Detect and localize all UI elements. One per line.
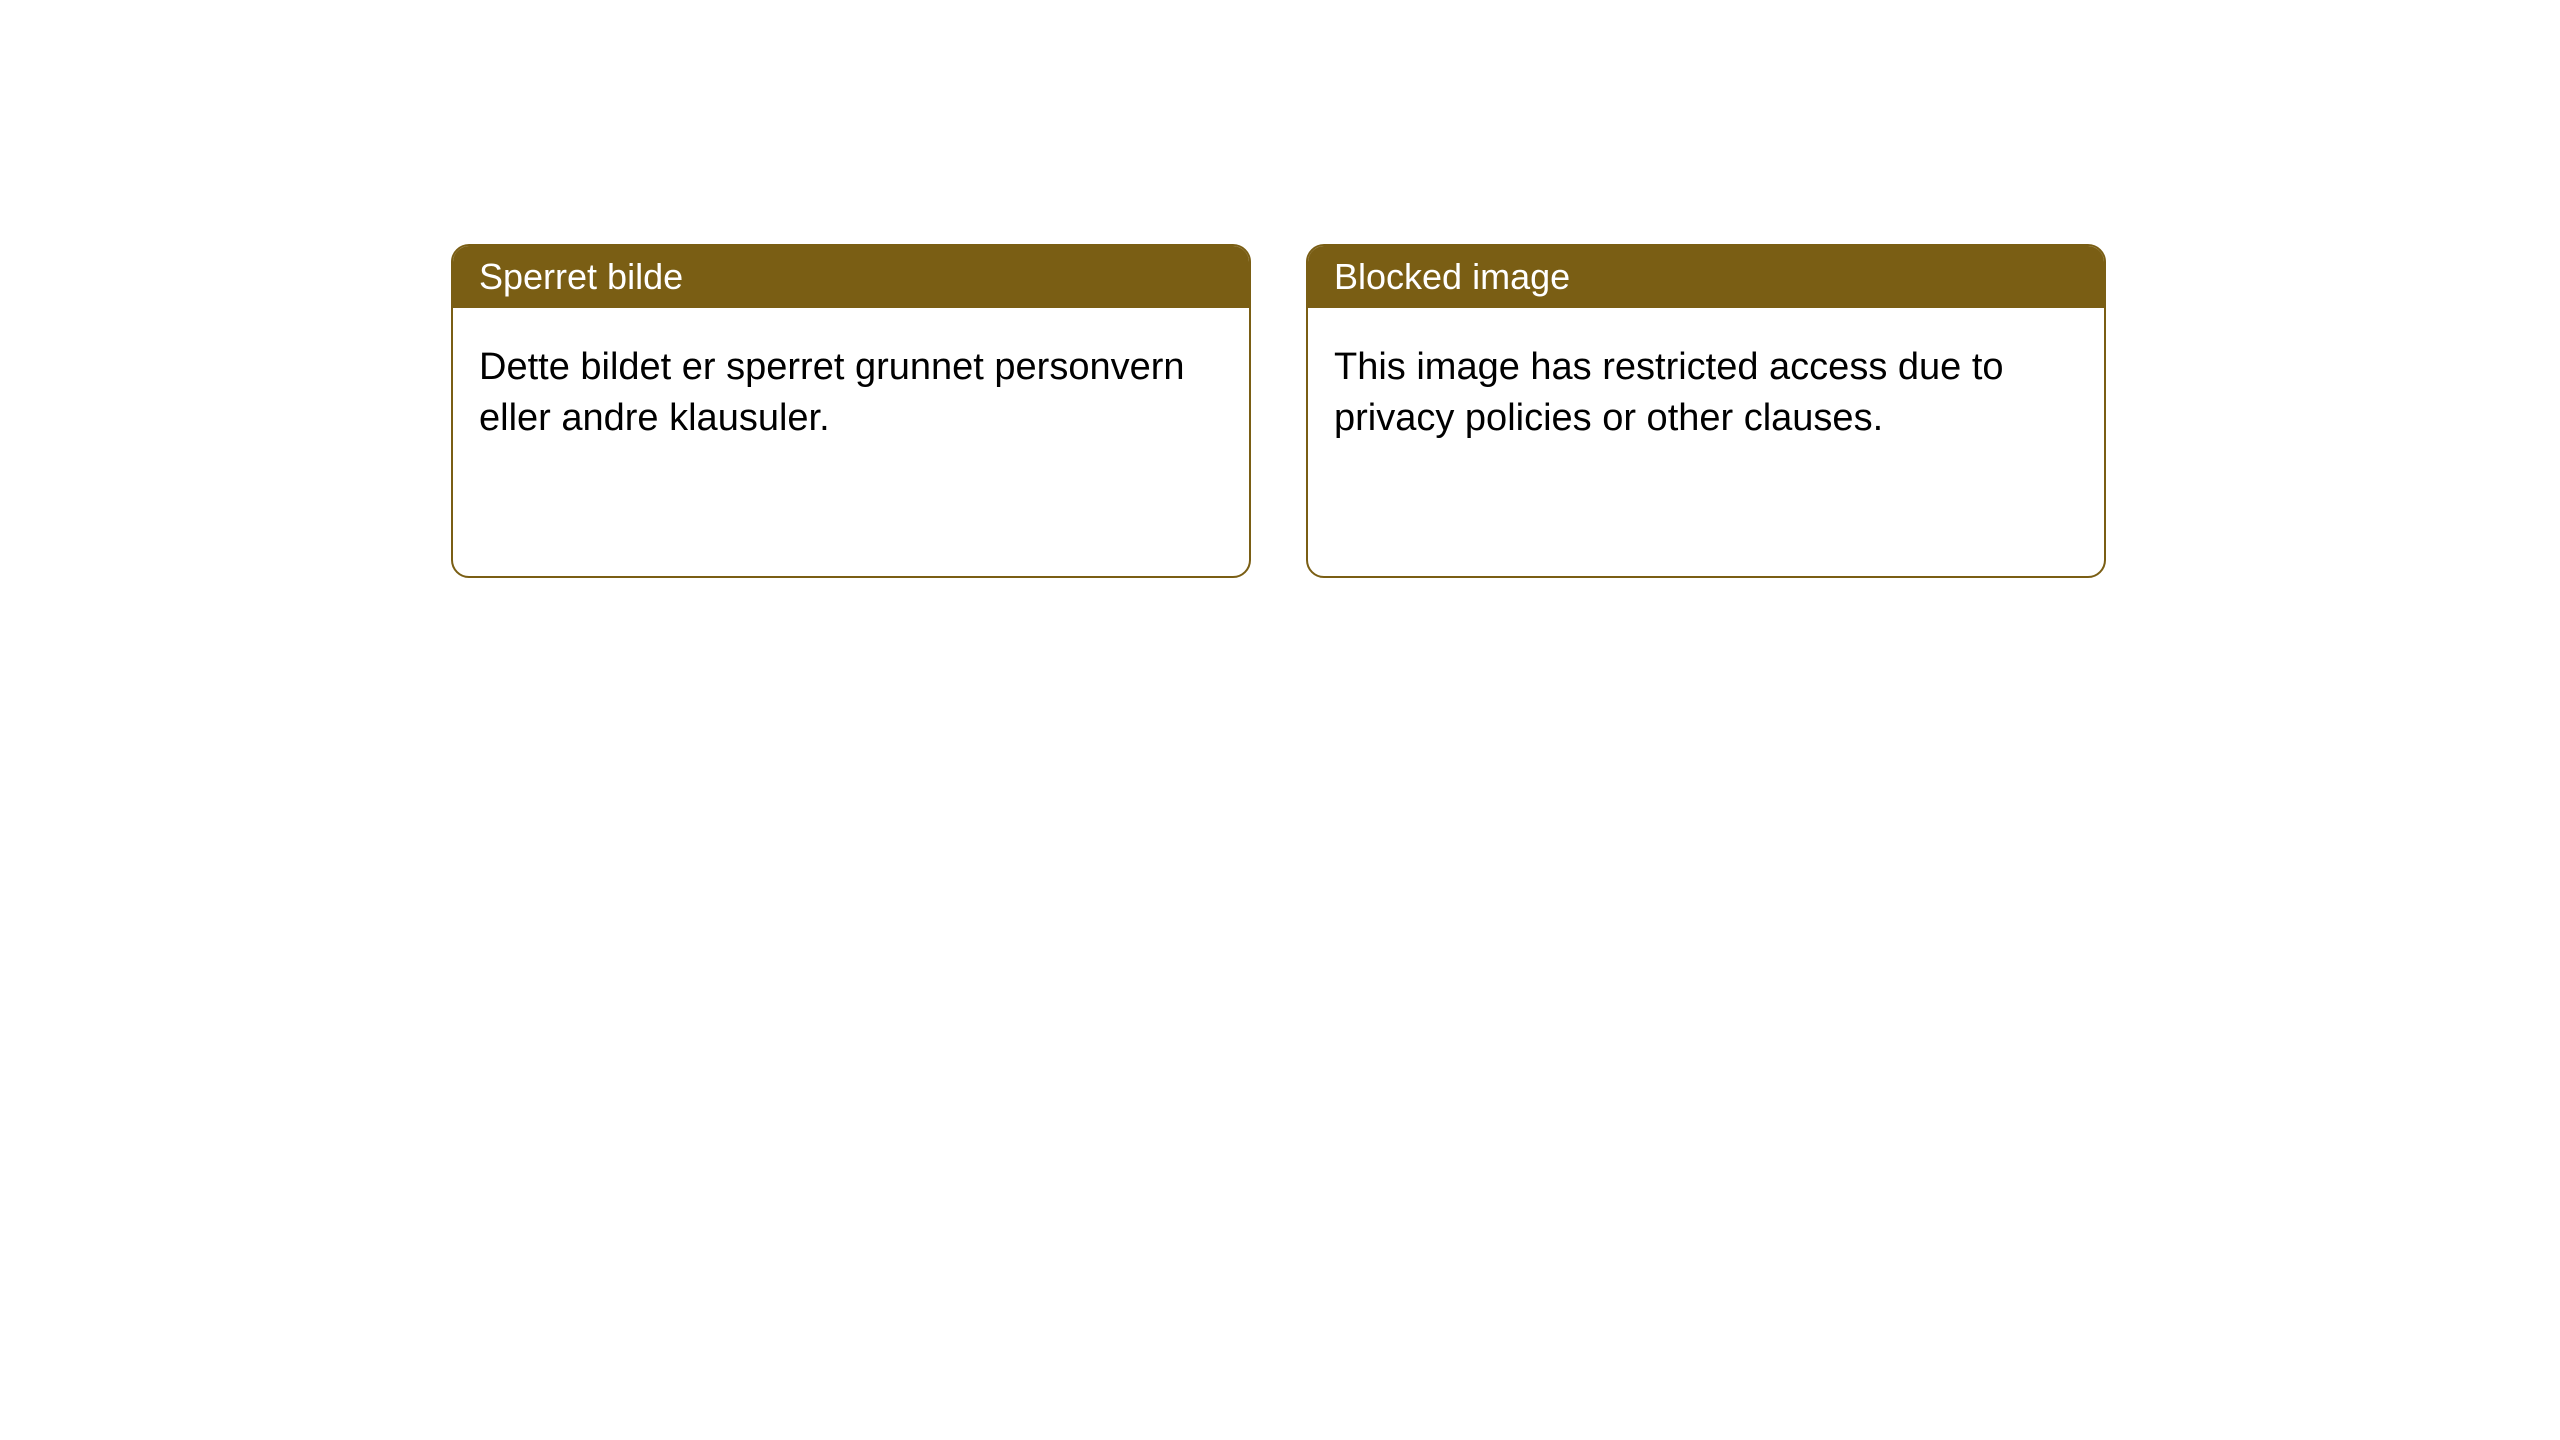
card-header: Sperret bilde [453,246,1249,308]
card-body: This image has restricted access due to … [1308,308,2104,479]
card-header: Blocked image [1308,246,2104,308]
card-title: Blocked image [1334,256,1570,297]
card-body-text: Dette bildet er sperret grunnet personve… [479,346,1185,439]
notice-card-english: Blocked image This image has restricted … [1306,244,2106,578]
card-body: Dette bildet er sperret grunnet personve… [453,308,1249,479]
card-body-text: This image has restricted access due to … [1334,346,2004,439]
notice-container: Sperret bilde Dette bildet er sperret gr… [451,244,2106,578]
card-title: Sperret bilde [479,256,683,297]
notice-card-norwegian: Sperret bilde Dette bildet er sperret gr… [451,244,1251,578]
